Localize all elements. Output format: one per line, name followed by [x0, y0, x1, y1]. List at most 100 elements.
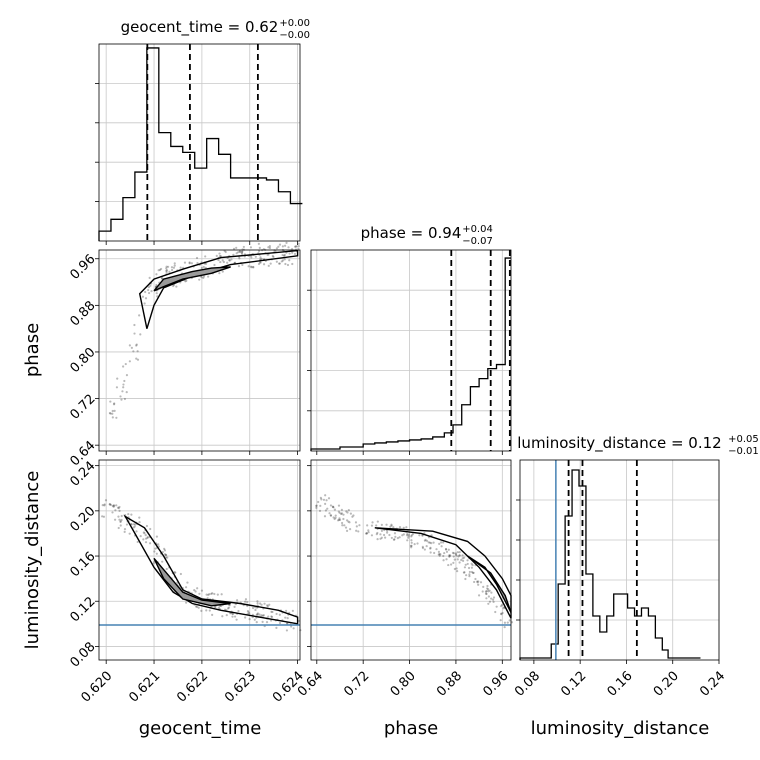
scatter-ld-phase-point-185: [358, 524, 361, 527]
scatter-ld-phase-point-250: [439, 553, 442, 556]
scatter-phase-geocent-time-point-185: [294, 245, 297, 248]
scatter-ld-geocent-time-point-108: [194, 590, 197, 593]
scatter-ld-phase-point-48: [500, 613, 503, 616]
scatter-ld-phase-point-220: [352, 514, 355, 517]
scatter-ld-geocent-time-point-161: [271, 610, 274, 614]
scatter-ld-phase-point-110: [458, 561, 461, 564]
scatter-ld-phase-point-203: [340, 512, 343, 515]
scatter-ld-geocent-time-point-62: [227, 606, 231, 609]
scatter-phase-geocent-time-point-181: [188, 261, 191, 264]
scatter-ld-geocent-time-point-228: [179, 572, 182, 576]
scatter-phase-geocent-time-point-140: [249, 246, 253, 249]
scatter-ld-phase-point-20: [492, 600, 495, 603]
scatter-ld-phase-point-74: [319, 504, 322, 507]
scatter-ld-phase-point-190: [427, 541, 430, 544]
scatter-ld-geocent-time-point-183: [226, 607, 230, 610]
scatter-phase-geocent-time-point-220: [275, 247, 279, 250]
scatter-ld-phase-point-32: [376, 538, 379, 541]
scatter-phase-geocent-time-point-150: [133, 323, 136, 327]
scatter-ld-geocent-time-point-7: [152, 562, 155, 565]
scatter-ld-geocent-time-point-112: [135, 530, 138, 533]
scatter-phase-geocent-time-point-253: [222, 260, 225, 264]
scatter-ld-phase-point-210: [500, 603, 504, 607]
scatter-ld-geocent-time-point-124: [119, 524, 122, 527]
hist-luminosity-distance-title-err-minus: −0.01: [728, 446, 759, 457]
scatter-ld-phase-point-56: [438, 554, 441, 557]
scatter-phase-geocent-time-point-241: [143, 302, 146, 305]
scatter-ld-geocent-time-point-17: [231, 612, 235, 616]
scatter-ld-phase-point-152: [367, 531, 370, 534]
scatter-phase-geocent-time-point-247: [278, 262, 281, 265]
scatter-ld-phase-point-232: [503, 626, 506, 629]
scatter-phase-geocent-time-point-58: [173, 262, 176, 265]
scatter-phase-geocent-time-point-129: [252, 265, 255, 269]
scatter-phase-geocent-time-point-156: [242, 245, 245, 249]
scatter-ld-phase-point-192: [463, 556, 466, 559]
scatter-ld-geocent-time-point-85: [270, 615, 273, 618]
scatter-phase-geocent-time-point-105: [115, 416, 118, 419]
scatter-phase-geocent-time-point-25: [213, 263, 216, 267]
scatter-ld-phase-point-195: [393, 538, 396, 541]
scatter-phase-geocent-time-point-159: [115, 386, 119, 389]
scatter-phase-geocent-time-point-228: [156, 295, 159, 298]
scatter-ld-geocent-time-xticklabel-3: 0.623: [222, 669, 259, 706]
scatter-ld-geocent-time-point-219: [200, 589, 204, 592]
scatter-ld-geocent-time-xticklabel-0: 0.620: [79, 669, 116, 706]
scatter-ld-phase-point-111: [393, 532, 397, 535]
scatter-ld-geocent-time-point-5: [244, 616, 247, 619]
scatter-ld-geocent-time-point-18: [265, 621, 269, 624]
scatter-phase-geocent-time-point-55: [241, 250, 244, 254]
hist-geocent-time-title-err-minus: −0.00: [279, 30, 310, 41]
scatter-ld-geocent-time-point-45: [134, 523, 137, 526]
scatter-ld-geocent-time-point-174: [248, 617, 251, 621]
scatter-phase-geocent-time-point-39: [268, 246, 272, 250]
scatter-ld-phase-point-69: [405, 534, 409, 537]
scatter-ld-phase-point-54: [455, 567, 458, 570]
scatter-ld-phase-point-94: [477, 580, 480, 583]
scatter-ld-phase-point-153: [332, 506, 335, 509]
scatter-ld-phase-point-1: [390, 524, 393, 527]
scatter-phase-geocent-time-point-174: [228, 259, 231, 262]
xlabel-phase: phase: [384, 718, 438, 739]
scatter-ld-phase-point-170: [348, 528, 352, 531]
scatter-phase-geocent-time-point-4: [258, 261, 262, 264]
scatter-ld-geocent-time-point-57: [292, 627, 295, 630]
scatter-ld-phase-point-79: [458, 551, 461, 554]
scatter-phase-geocent-time-point-128: [147, 285, 150, 289]
scatter-ld-geocent-time-point-242: [286, 622, 289, 625]
scatter-ld-phase-point-93: [455, 554, 458, 557]
scatter-ld-phase-point-62: [327, 497, 331, 500]
scatter-phase-geocent-time-point-246: [124, 362, 127, 366]
scatter-ld-geocent-time-point-159: [285, 629, 289, 632]
scatter-ld-phase-point-249: [410, 541, 413, 544]
scatter-ld-phase-point-100: [317, 500, 320, 504]
scatter-phase-geocent-time-point-96: [250, 256, 253, 259]
scatter-phase-geocent-time-yticklabel-3: 0.88: [67, 298, 98, 329]
scatter-ld-phase-point-117: [354, 521, 358, 524]
scatter-ld-phase-point-0: [429, 546, 432, 549]
scatter-ld-geocent-time-contour-1: [153, 557, 231, 607]
scatter-ld-phase-point-165: [458, 554, 461, 557]
scatter-ld-geocent-time-point-68: [233, 605, 236, 609]
scatter-ld-phase-point-120: [421, 534, 424, 537]
scatter-phase-geocent-time-point-84: [172, 266, 176, 269]
scatter-phase-geocent-time-point-86: [267, 246, 270, 249]
scatter-ld-phase-point-191: [357, 530, 360, 533]
scatter-ld-geocent-time-point-150: [267, 615, 270, 618]
scatter-phase-geocent-time-point-21: [108, 411, 111, 415]
scatter-ld-geocent-time-point-156: [109, 503, 113, 506]
scatter-ld-phase-point-89: [328, 512, 331, 515]
scatter-phase-geocent-time-point-201: [165, 265, 168, 268]
scatter-ld-phase-point-221: [402, 533, 405, 536]
scatter-phase-geocent-time-point-208: [139, 333, 142, 336]
scatter-phase-geocent-time-point-40: [218, 252, 221, 255]
scatter-ld-phase-point-146: [421, 545, 424, 548]
scatter-phase-geocent-time-point-238: [179, 266, 182, 269]
scatter-ld-geocent-time-point-118: [117, 515, 120, 518]
scatter-phase-geocent-time-point-126: [109, 412, 112, 415]
scatter-ld-phase-point-121: [440, 541, 443, 544]
scatter-ld-geocent-time-point-140: [225, 614, 228, 617]
scatter-ld-geocent-time-point-58: [206, 597, 209, 600]
scatter-ld-phase-point-51: [494, 610, 497, 614]
scatter-ld-phase-point-43: [376, 520, 379, 523]
